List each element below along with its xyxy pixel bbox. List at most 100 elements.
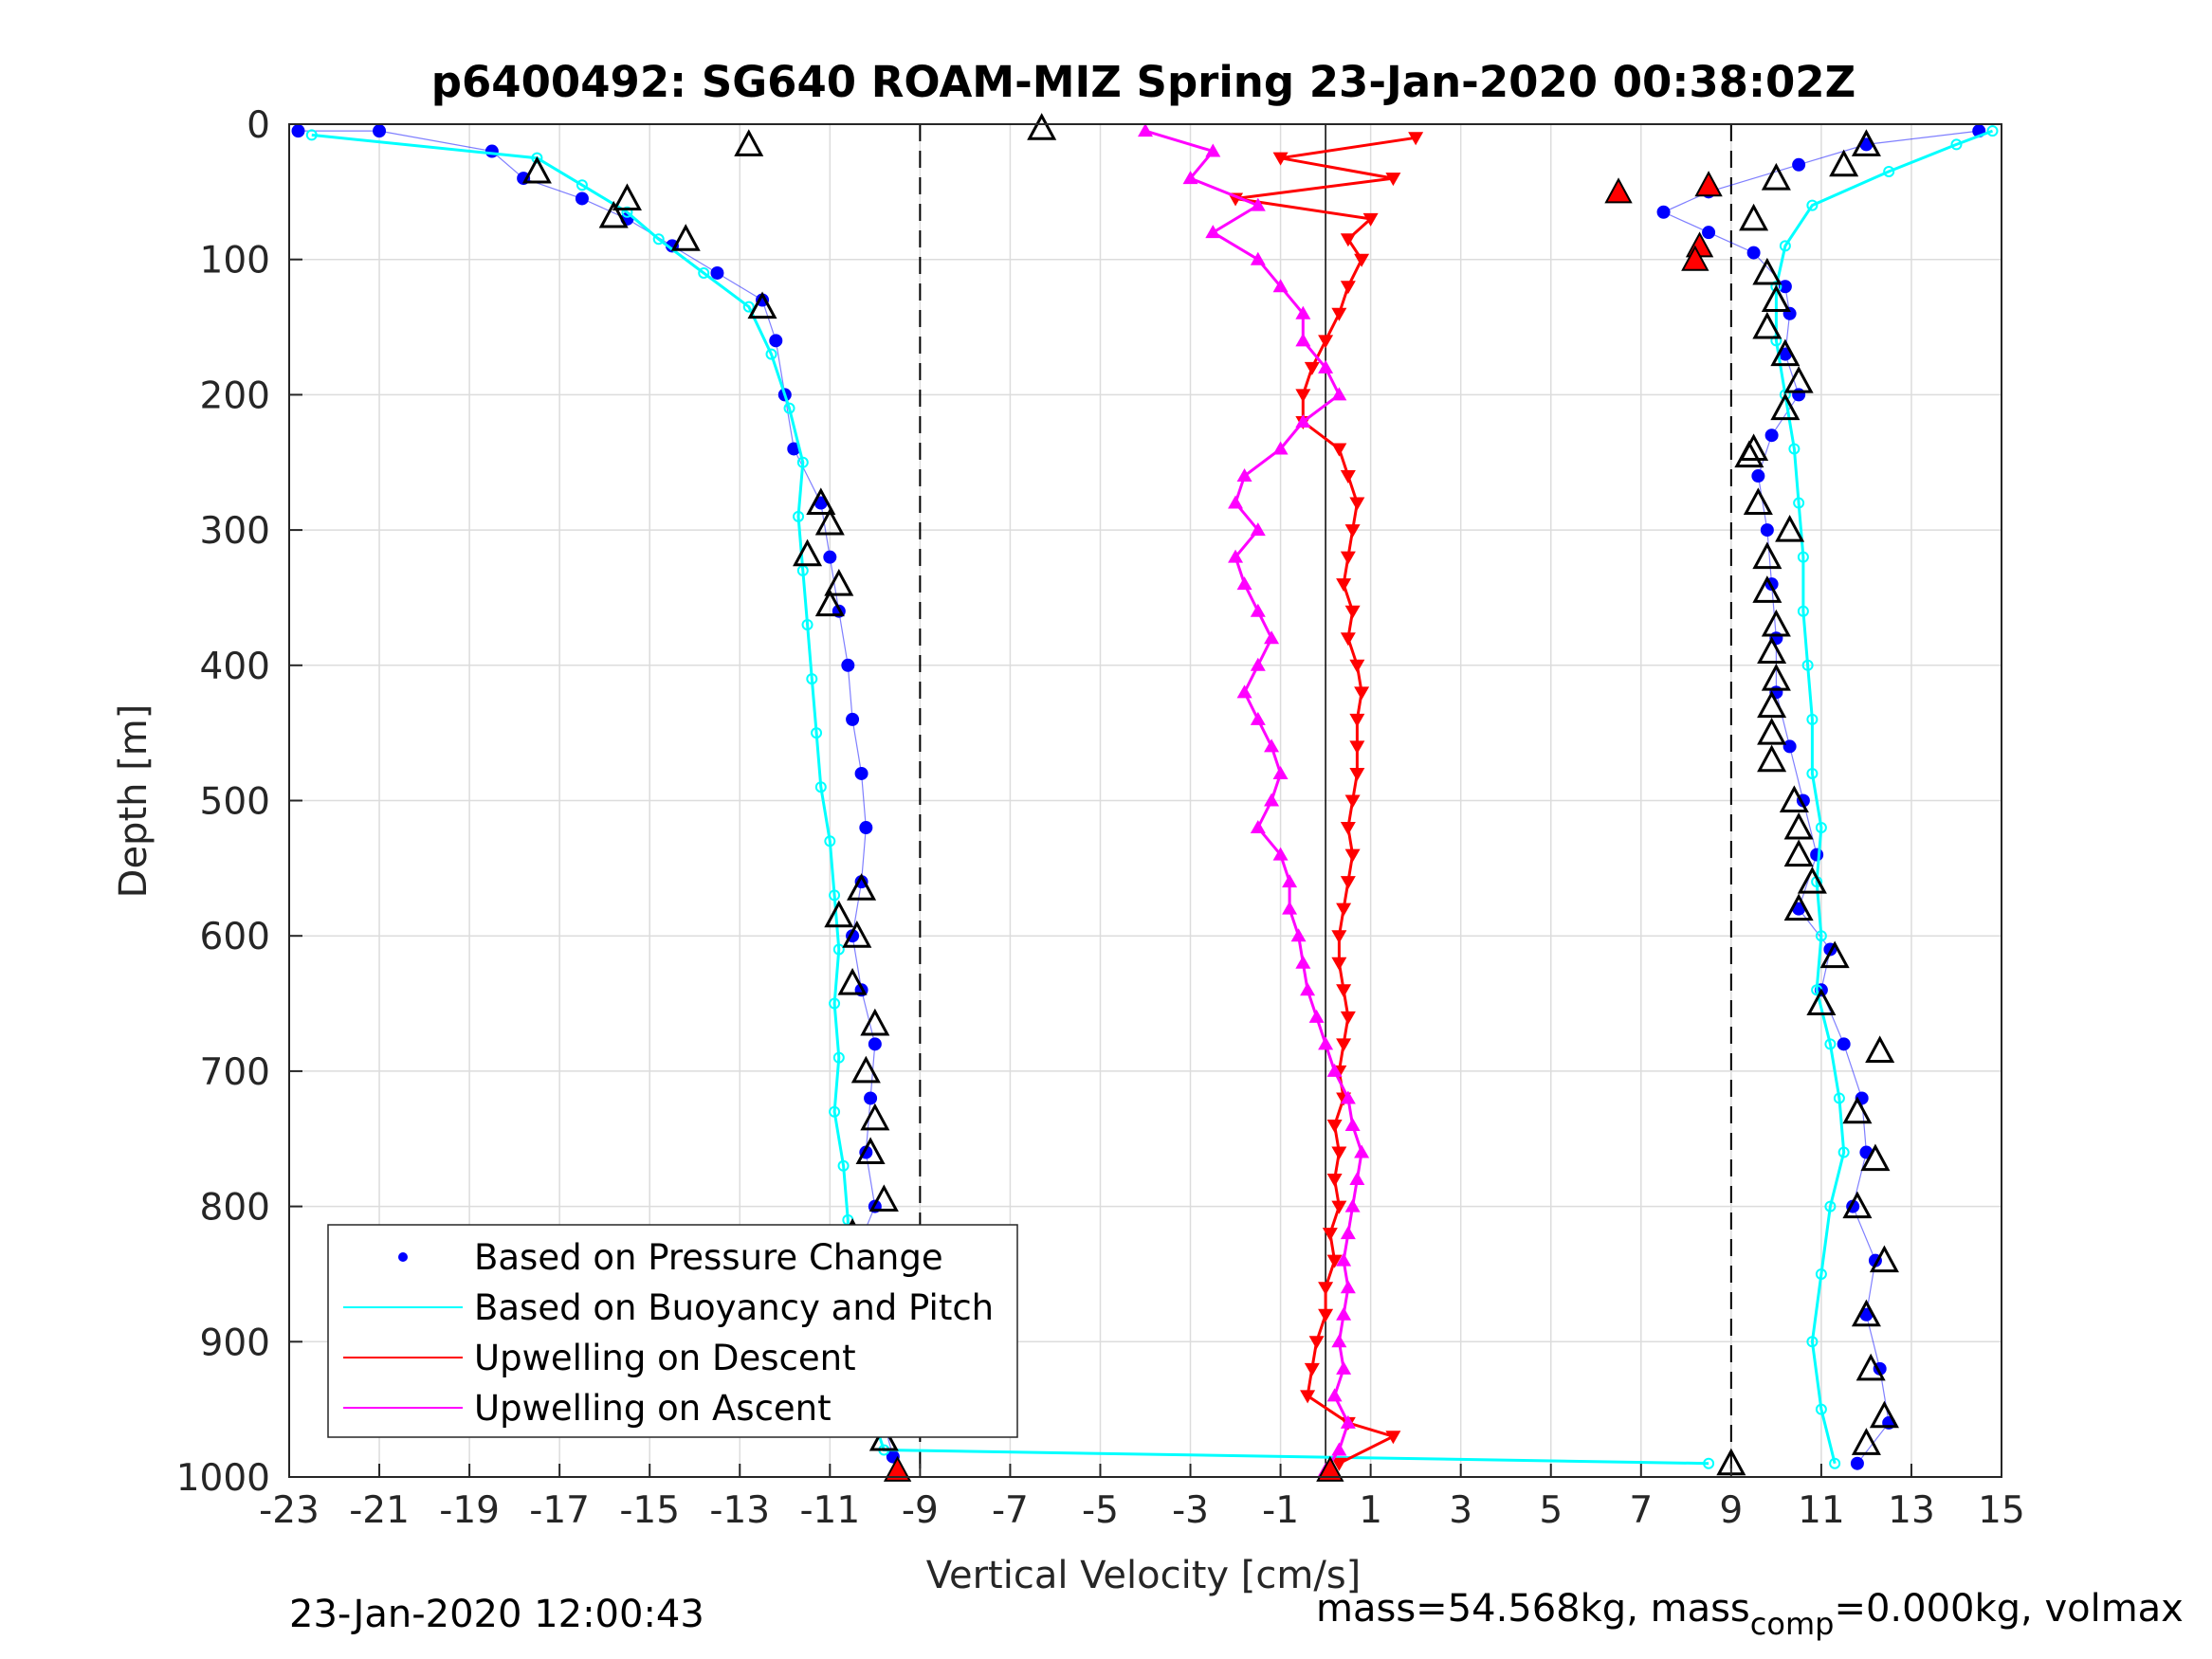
marker <box>824 569 854 596</box>
data-point <box>1815 1403 1827 1415</box>
data-point <box>806 673 818 685</box>
data-point <box>1340 470 1356 484</box>
legend-label: Based on Pressure Change <box>474 1237 943 1278</box>
data-point <box>1322 1228 1338 1242</box>
data-point <box>1340 1011 1356 1025</box>
data-point <box>1295 333 1311 347</box>
data-point <box>1304 361 1320 375</box>
data-point <box>837 1159 850 1172</box>
data-point <box>1656 205 1671 219</box>
data-point <box>769 334 783 348</box>
x-tick-label: 5 <box>1539 1489 1563 1532</box>
data-point <box>1250 251 1266 265</box>
marker <box>1604 177 1633 204</box>
data-point <box>1793 497 1805 509</box>
data-point <box>1272 765 1289 779</box>
marker <box>1869 1245 1899 1273</box>
data-point <box>1326 1388 1343 1402</box>
data-point <box>1801 659 1814 671</box>
data-point <box>1331 1334 1347 1348</box>
data-point <box>1182 171 1198 185</box>
marker <box>1819 940 1850 969</box>
data-point <box>1318 1282 1334 1296</box>
data-point <box>621 206 633 218</box>
marker <box>1761 609 1791 637</box>
marker <box>1806 988 1837 1016</box>
marker <box>734 129 764 156</box>
x-tick-label: -7 <box>992 1489 1029 1532</box>
data-point <box>1331 1457 1347 1471</box>
data-point <box>1950 138 1963 151</box>
data-point <box>1336 1038 1352 1052</box>
marker <box>598 200 629 228</box>
marker <box>855 1137 886 1165</box>
data-point <box>1282 874 1298 888</box>
marker <box>1783 893 1814 921</box>
marker <box>1842 1096 1873 1124</box>
marker <box>1856 1353 1886 1381</box>
data-point <box>1340 632 1356 647</box>
data-point <box>1782 739 1797 754</box>
data-point <box>1340 1414 1356 1429</box>
data-point <box>811 727 823 739</box>
marker <box>1316 1455 1344 1482</box>
data-point <box>373 124 387 138</box>
data-point <box>846 712 860 726</box>
marker <box>850 1055 881 1084</box>
data-point <box>1344 524 1361 538</box>
data-point <box>1764 428 1779 443</box>
data-point <box>1340 822 1356 836</box>
data-point <box>1250 711 1266 725</box>
y-axis: 0 100 200 300 400 500 600 700 800 900 1000 <box>176 104 302 1500</box>
series-line <box>1234 136 1417 1466</box>
data-point <box>1138 123 1153 137</box>
data-point <box>1837 1146 1850 1158</box>
chart-title: p6400492: SG640 ROAM-MIZ Spring 23-Jan-2… <box>431 57 1856 107</box>
marker <box>1860 1143 1891 1172</box>
series-based-on-buoyancy-and-pitch-ascent <box>1770 125 1999 1469</box>
data-point <box>1746 246 1761 260</box>
legend-label: Based on Buoyancy and Pitch <box>474 1287 994 1328</box>
data-point <box>1797 551 1809 563</box>
y-tick-label: 700 <box>200 1051 270 1094</box>
markers <box>521 113 1899 1482</box>
data-point <box>1331 930 1347 944</box>
data-point <box>1792 157 1806 172</box>
data-point <box>1264 630 1280 645</box>
data-point <box>1331 1200 1347 1214</box>
marker <box>1694 171 1723 197</box>
marker-group-triangle-open <box>521 113 1899 1476</box>
data-point <box>1272 152 1289 166</box>
data-point <box>854 766 868 780</box>
y-tick-label: 300 <box>200 510 270 553</box>
marker <box>1761 162 1791 191</box>
data-point <box>1331 957 1347 971</box>
x-tick-label: 9 <box>1719 1489 1743 1532</box>
x-tick-label: -21 <box>349 1489 410 1532</box>
data-point <box>832 943 845 956</box>
data-point <box>1349 713 1365 727</box>
data-point <box>1349 1172 1365 1186</box>
data-point <box>1806 713 1819 725</box>
data-point <box>1815 822 1827 834</box>
marker <box>1829 149 1859 177</box>
marker <box>1783 839 1814 867</box>
data-point <box>710 265 724 280</box>
data-point <box>1340 876 1356 890</box>
legend-box <box>327 1224 1018 1438</box>
data-point <box>793 510 805 522</box>
data-point <box>1806 767 1819 779</box>
data-point <box>1779 389 1791 401</box>
marker <box>1752 575 1782 603</box>
data-point <box>1797 605 1809 617</box>
marker <box>1761 663 1791 691</box>
data-point <box>1883 165 1895 177</box>
marker-group-triangle-up-filled <box>883 171 1723 1482</box>
data-point <box>1833 1092 1845 1104</box>
data-point <box>1236 468 1252 483</box>
data-point <box>1770 335 1782 347</box>
marker <box>1842 1191 1873 1219</box>
data-point <box>1318 1036 1334 1050</box>
x-tick-label: 7 <box>1629 1489 1653 1532</box>
data-point <box>1205 143 1221 157</box>
